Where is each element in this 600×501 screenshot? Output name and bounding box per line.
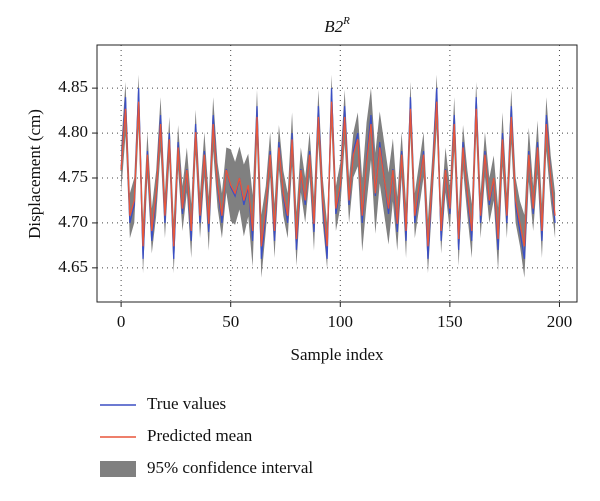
y-tick-label: 4.65 bbox=[58, 257, 88, 276]
x-axis-label: Sample index bbox=[290, 345, 384, 364]
legend-label: True values bbox=[147, 394, 226, 413]
legend-swatch bbox=[100, 461, 136, 477]
y-tick-label: 4.85 bbox=[58, 77, 88, 96]
legend-label: 95% confidence interval bbox=[147, 458, 313, 477]
title-main: B2 bbox=[324, 17, 343, 36]
x-tick-label: 200 bbox=[547, 312, 573, 331]
x-tick-label: 50 bbox=[222, 312, 239, 331]
y-axis-label: Displacement (cm) bbox=[25, 109, 44, 239]
y-tick-label: 4.80 bbox=[58, 122, 88, 141]
plot-frame bbox=[96, 44, 578, 303]
x-tick-label: 150 bbox=[437, 312, 463, 331]
legend-label: Predicted mean bbox=[147, 426, 253, 445]
plot-area bbox=[97, 45, 577, 302]
confidence-band bbox=[121, 74, 556, 278]
x-tick-label: 100 bbox=[328, 312, 354, 331]
legend: True values Predicted mean 95% confidence … bbox=[100, 394, 313, 477]
y-tick-label: 4.75 bbox=[58, 167, 88, 186]
title-superscript: R bbox=[342, 15, 350, 27]
x-tick-label: 0 bbox=[117, 312, 126, 331]
series-line bbox=[120, 101, 556, 247]
chart-title: B2R bbox=[324, 15, 350, 36]
y-tick-label: 4.70 bbox=[58, 212, 88, 231]
